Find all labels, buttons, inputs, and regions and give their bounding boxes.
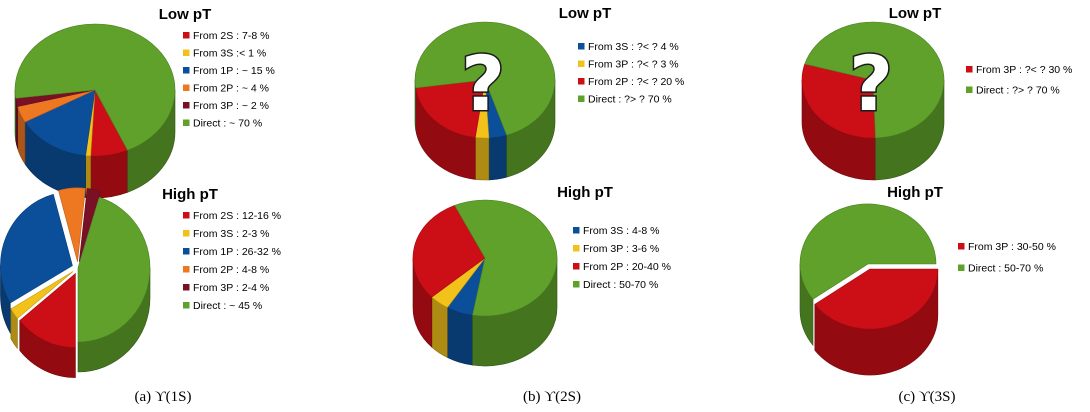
slice-2-0 [801,63,876,139]
slice-2-1 [804,21,945,139]
slice-side-1-0 [488,134,507,181]
slice-3-0 [19,272,76,348]
pie-title-2: Low pT [889,5,942,22]
pie-title-0: Low pT [159,6,212,23]
legend-swatch-0-4 [183,102,190,109]
legend-label-4-0: From 3S : 4-8 % [583,225,659,237]
slice-3-2 [0,193,73,304]
legend-swatch-0-2 [183,67,190,74]
legend-swatch-1-3 [578,95,585,102]
slice-side-4-0 [447,306,473,366]
legend-swatch-3-1 [183,230,190,237]
slice-3-1 [10,271,74,319]
slice-3-4 [78,188,101,263]
caption-b: (b) ϒ(2S) [523,389,581,405]
legend-label-1-2: From 2P : ?< ? 20 % [588,76,684,88]
legend-label-2-1: Direct : ?> ? 70 % [976,85,1060,97]
slice-1-2 [415,79,486,138]
legend-swatch-1-2 [578,78,585,85]
slice-0-2 [24,89,96,156]
question-mark-2: ? [849,39,893,128]
caption-c: (c) ϒ(3S) [898,389,955,405]
legend-label-3-2: From 1P : 26-32 % [193,246,281,258]
legend-swatch-2-1 [966,86,973,93]
legend-swatch-0-5 [183,119,190,126]
legend-label-0-2: From 1P : ~ 15 % [193,65,275,77]
legend-label-0-0: From 2S : 7-8 % [193,30,269,42]
legend-swatch-3-5 [183,302,190,309]
pie-title-3: High pT [162,186,218,203]
legend-label-5-1: Direct : 50-70 % [968,263,1043,275]
legend-label-1-0: From 3S : ?< ? 4 % [588,41,679,53]
legend-swatch-2-0 [966,66,973,73]
legend-label-3-1: From 3S : 2-3 % [193,228,269,240]
caption-a: (a) ϒ(1S) [134,389,191,405]
slice-3-5 [77,196,151,343]
pie-chart-5: High pT From 3P : 30-50 % Direct : 50-70 % [799,184,1056,376]
pie-chart-3: High pT From 2S : 12-16 % From 3S : 2-3 % F… [0,186,281,378]
legend-swatch-3-3 [183,266,190,273]
legend-label-2-0: From 3P : ?< ? 30 % [976,64,1072,76]
legend-swatch-0-1 [183,49,190,56]
slice-4-2 [412,205,486,298]
slice-1-3 [414,21,556,136]
legend-label-3-5: Direct : ~ 45 % [193,300,262,312]
legend-label-1-1: From 3P : ?< ? 3 % [588,59,679,71]
pie-chart-2: Low pT? From 3P : ?< ? 30 % Direct : ?> ? … [801,5,1072,181]
legend-swatch-4-0 [573,227,580,234]
legend-swatch-1-1 [578,60,585,67]
legend-swatch-4-3 [573,281,580,288]
pie-title-1: Low pT [559,5,612,22]
slice-4-3 [454,199,558,317]
legend-swatch-4-1 [573,245,580,252]
legend-label-0-4: From 3P : ~ 2 % [193,100,269,112]
legend-label-0-3: From 2P : ~ 4 % [193,83,269,95]
legend-swatch-5-0 [958,243,965,250]
slice-5-1 [799,203,937,300]
legend-label-4-1: From 3P : 3-6 % [583,243,659,255]
legend-label-4-3: Direct : 50-70 % [583,279,658,291]
legend-label-3-4: From 3P : 2-4 % [193,282,269,294]
legend-swatch-3-2 [183,248,190,255]
pie-chart-4: High pT From 3S : 4-8 % From 3P : 3-6 % Fro… [412,184,671,367]
legend-swatch-3-4 [183,284,190,291]
legend-label-4-2: From 2P : 20-40 % [583,261,671,273]
legend-label-0-5: Direct : ~ 70 % [193,118,262,130]
legend-swatch-1-0 [578,43,585,50]
slice-side-1-1 [474,137,490,181]
pie-title-5: High pT [887,184,943,201]
legend-label-0-1: From 3S :< 1 % [193,48,266,60]
question-mark-1: ? [461,39,505,128]
slice-5-0 [814,268,939,330]
slice-0-5 [14,23,176,151]
slice-3-3 [58,187,86,262]
legend-swatch-5-1 [958,264,965,271]
legend-label-3-0: From 2S : 12-16 % [193,210,281,222]
legend-label-5-0: From 3P : 30-50 % [968,241,1056,253]
legend-swatch-4-2 [573,263,580,270]
legend-label-3-3: From 2P : 4-8 % [193,264,269,276]
legend-label-1-3: Direct : ?> ? 70 % [588,94,672,106]
pie-title-4: High pT [557,184,613,201]
pie-chart-1: Low pT? From 3S : ?< ? 4 % From 3P : ?< ? … [414,5,684,181]
legend-swatch-0-0 [183,32,190,39]
legend-swatch-3-0 [183,212,190,219]
pie-chart-0: Low pT From 2S : 7-8 % From 3S :< 1 % From … [14,6,275,199]
legend-swatch-0-3 [183,84,190,91]
